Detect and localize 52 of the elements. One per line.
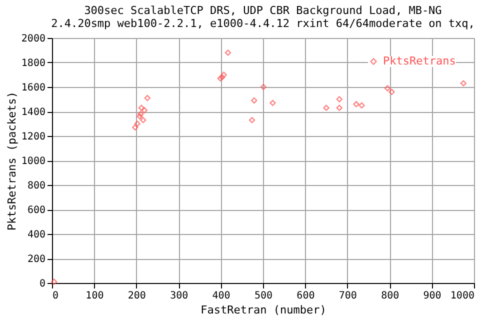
point [270,100,276,106]
point [336,104,342,111]
point [353,101,360,108]
point [336,96,342,102]
x-tick-label: 700 [338,290,357,302]
point [260,84,267,90]
y-tick-label: 200 [27,254,46,265]
x-tick-label: 500 [254,290,273,302]
y-tick-label: 1000 [21,156,46,167]
point [140,116,146,124]
x-tick-label: 800 [381,290,400,302]
point [388,88,395,95]
point [251,97,258,104]
y-tick-label: 600 [27,205,46,216]
point [217,75,224,82]
point [323,104,330,111]
y-tick-label: 1400 [21,107,46,118]
legend-label: PktsRetrans [383,54,456,68]
point [248,116,256,124]
y-tick-label: 800 [27,180,46,192]
point [358,102,365,108]
x-tick-label: 1000 [450,290,474,302]
x-tick-label: 600 [296,290,315,302]
y-tick-label: 1200 [21,132,46,142]
y-tick-label: 0 [39,278,46,290]
point [224,50,232,56]
x-axis-title: FastRetran (number) [200,304,326,316]
point [218,74,226,80]
point [384,85,391,92]
point [460,80,467,86]
point [132,124,138,131]
point [220,72,227,78]
point [144,94,150,102]
y-tick-label: 400 [27,230,46,240]
point [138,110,144,118]
y-axis-title: PktsRetrans (packets) [5,91,18,231]
point [51,278,58,285]
text: 2.4.20smp web100-2.2.1, e1000-4.4.12 rxint 64/64moderate on txq, [51,17,475,30]
x-tick-label: 200 [128,290,146,302]
x-tick-label: 0 [52,290,59,302]
point [134,120,140,127]
text: 300sec ScalableTCP DRS, UDP CBR Background Load, MB-NG [84,4,442,17]
x-tick-label: 100 [86,290,104,302]
x-tick-label: 400 [212,290,230,302]
x-tick-label: 900 [423,290,442,302]
y-tick-label: 1800 [21,58,46,69]
point [136,113,143,120]
y-tick-label: 1600 [21,82,46,94]
x-tick-label: 300 [170,290,188,302]
y-tick-label: 2000 [21,34,46,44]
point [138,104,145,111]
point [141,107,148,114]
